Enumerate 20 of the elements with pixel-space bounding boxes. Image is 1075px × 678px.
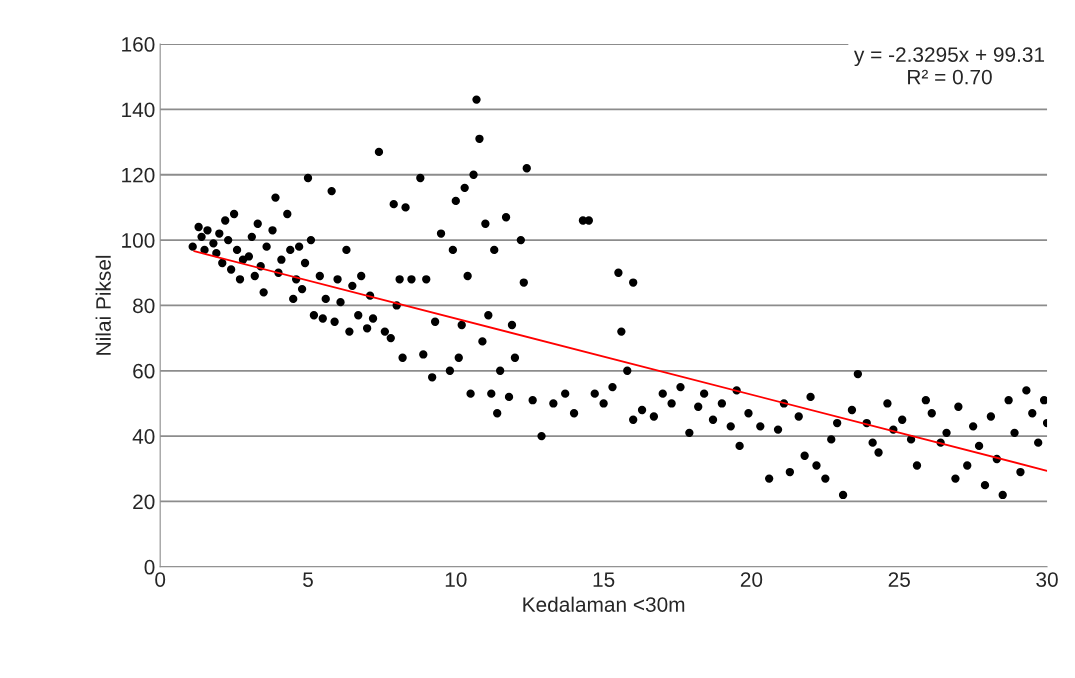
x-tick-label: 5 <box>303 572 313 587</box>
x-tick-label: 10 <box>445 572 467 587</box>
x-tick-label: 25 <box>888 572 910 587</box>
y-tick-label: 0 <box>144 559 155 575</box>
y-tick-label: 140 <box>122 102 155 118</box>
annotation: y = -2.3295x + 99.31 <box>854 47 1045 67</box>
y-tick-label: 40 <box>132 429 155 444</box>
y-tick-label: 20 <box>133 494 155 510</box>
annotation: R² = 0.70 <box>908 69 992 85</box>
x-tick-label: 15 <box>593 572 615 587</box>
y-axis-title: Nilai Piksel <box>95 255 111 355</box>
y-tick-label: 60 <box>133 363 155 379</box>
y-tick-label: 100 <box>122 233 155 248</box>
y-tick-label: 80 <box>133 298 155 314</box>
x-tick-label: 20 <box>740 572 763 587</box>
x-tick-label: 0 <box>155 572 166 587</box>
y-tick-label: 120 <box>122 167 155 183</box>
y-tick-label: 160 <box>122 37 155 52</box>
x-tick-label: 30 <box>1036 572 1058 587</box>
x-axis-title: Kedalaman <30m <box>523 596 685 612</box>
